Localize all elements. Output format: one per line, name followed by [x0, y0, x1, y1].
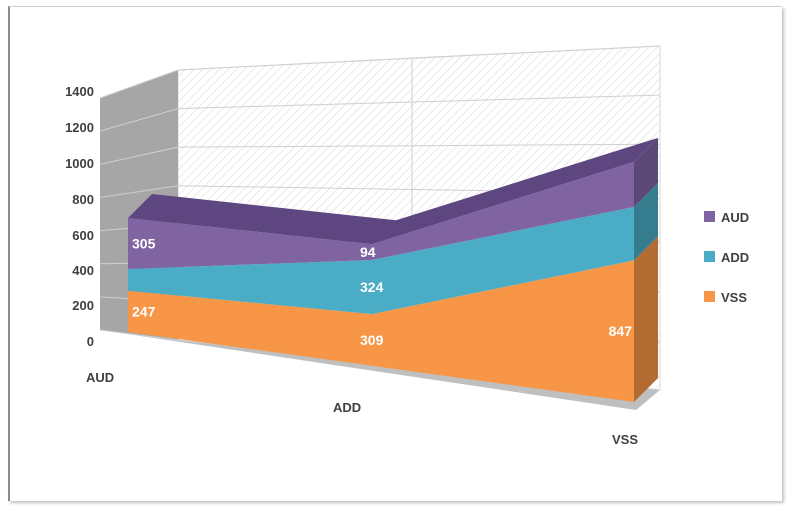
y-tick-label: 1000 [65, 156, 94, 171]
data-labels: 305 94 324 247 309 847 [132, 235, 632, 347]
gridline-side [99, 329, 179, 341]
legend-label: ADD [721, 250, 749, 265]
y-tick-label: 0 [87, 334, 94, 349]
data-label: 247 [132, 303, 156, 319]
area-side-add [634, 182, 658, 261]
data-label: 309 [360, 332, 384, 348]
x-tick-label: AUD [86, 370, 114, 385]
area-vss [128, 260, 634, 402]
gridline-side [99, 185, 179, 198]
area-series [128, 137, 658, 402]
legend-label: VSS [721, 290, 747, 305]
gridline-back [177, 45, 661, 71]
area-side-aud [634, 137, 658, 207]
area-side-vss [634, 236, 658, 402]
gridline-side [99, 146, 179, 165]
area-aud [128, 161, 634, 269]
x-tick-label: VSS [612, 432, 638, 447]
y-tick-label: 800 [72, 192, 94, 207]
legend-swatch [704, 251, 715, 262]
y-tick-label: 400 [72, 263, 94, 278]
data-label: 305 [132, 235, 156, 251]
gridline-back [177, 94, 661, 110]
y-tick-label: 200 [72, 298, 94, 313]
data-label: 847 [609, 323, 633, 339]
area-top-face [128, 137, 658, 245]
floor [100, 330, 660, 410]
y-tick-label: 600 [72, 228, 94, 243]
y-axis-ticks: 0 200 400 600 800 1000 1200 1400 [65, 84, 94, 349]
legend-swatch [704, 211, 715, 222]
y-tick-label: 1200 [65, 120, 94, 135]
legend-swatch [704, 291, 715, 302]
x-tick-label: ADD [333, 400, 361, 415]
legend-label: AUD [721, 210, 749, 225]
x-axis-ticks: AUD ADD VSS [86, 370, 638, 447]
data-label: 94 [360, 244, 376, 260]
area-add [128, 206, 634, 315]
gridline-side [99, 108, 179, 132]
legend: AUD ADD VSS [704, 210, 749, 305]
data-label: 324 [360, 279, 384, 295]
gridline-side [99, 69, 179, 99]
gridline-back [177, 143, 661, 148]
y-tick-label: 1400 [65, 84, 94, 99]
